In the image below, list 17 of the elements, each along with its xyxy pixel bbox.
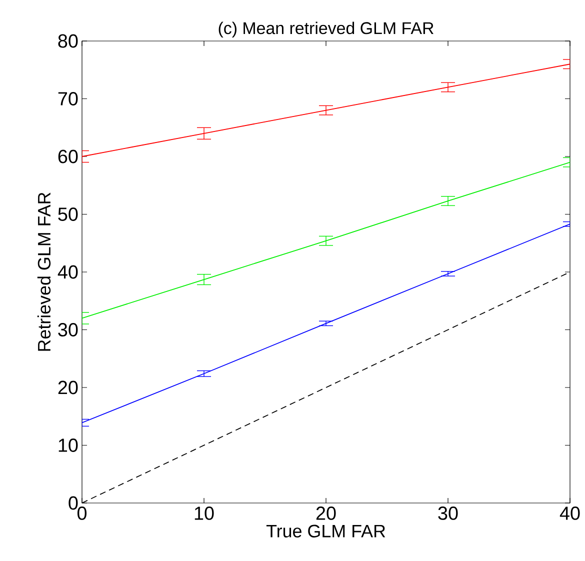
y-tick-label: 30 bbox=[58, 323, 78, 336]
x-tick-label: 30 bbox=[438, 506, 458, 520]
y-tick-label: 60 bbox=[58, 150, 78, 164]
x-tick-label: 10 bbox=[194, 506, 214, 520]
y-tick-label: 10 bbox=[58, 438, 78, 452]
y-tick-label: 20 bbox=[58, 380, 78, 394]
x-tick-label: 40 bbox=[560, 506, 580, 520]
y-tick-label: 50 bbox=[58, 208, 78, 221]
y-tick-label: 0 bbox=[68, 496, 78, 510]
x-tick-label: 20 bbox=[316, 506, 336, 520]
y-tick-label: 80 bbox=[58, 34, 78, 48]
chart-title: (c) Mean retrieved GLM FAR bbox=[218, 22, 434, 38]
y-tick-label: 40 bbox=[58, 265, 78, 279]
x-axis-title: True GLM FAR bbox=[266, 524, 386, 538]
y-axis-title: Retrieved GLM FAR bbox=[37, 192, 51, 351]
x-tick-label: 0 bbox=[77, 506, 87, 520]
y-tick-label: 70 bbox=[58, 92, 78, 106]
